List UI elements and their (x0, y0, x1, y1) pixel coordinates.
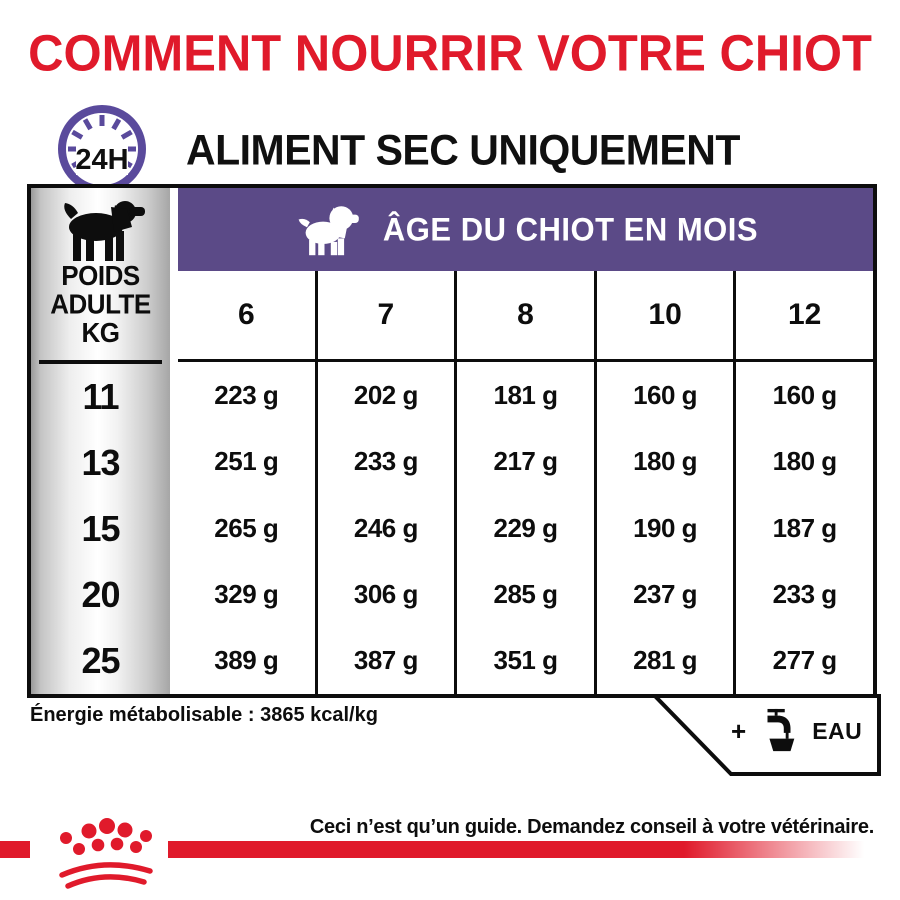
month-header: 6 (237, 298, 255, 331)
ration-cell: 160 g (633, 379, 698, 410)
page-title: COMMENT NOURRIR VOTRE CHIOT (28, 25, 872, 83)
ration-cell: 181 g (493, 379, 558, 410)
weight-values: 11 13 15 20 25 (31, 364, 170, 694)
adult-dog-icon (49, 188, 153, 264)
ration-cell: 389 g (214, 645, 279, 676)
month-column-12: 12 160 g 180 g 187 g 233 g 277 g (733, 271, 873, 694)
ration-cell: 190 g (633, 512, 698, 543)
clock-24h-label: 24H (75, 144, 128, 176)
adult-weight-column-header: POIDS ADULTE KG (31, 188, 170, 358)
ration-cell: 229 g (493, 512, 558, 543)
ration-cell: 160 g (772, 379, 837, 410)
adult-weight-column: POIDS ADULTE KG 11 13 15 20 25 (31, 188, 170, 694)
water-callout-content: + EAU (731, 708, 862, 754)
month-header: 10 (648, 298, 682, 331)
ration-cell: 233 g (772, 578, 837, 609)
ration-cell: 187 g (772, 512, 837, 543)
month-header: 7 (377, 298, 395, 331)
month-header: 12 (787, 298, 822, 331)
ration-cell: 180 g (633, 446, 698, 477)
ration-cell: 202 g (353, 379, 418, 410)
weight-header-divider (39, 360, 162, 364)
metabolizable-energy-note: Énergie métabolisable : 3865 kcal/kg (30, 704, 378, 726)
month-column-7: 7 202 g 233 g 246 g 306 g 387 g (314, 271, 455, 694)
ration-cell: 217 g (493, 446, 558, 477)
red-accent-bar (0, 841, 900, 858)
age-header-label: ÂGE DU CHIOT EN MOIS (382, 210, 759, 248)
ration-cell: 251 g (214, 446, 279, 477)
feeding-table: POIDS ADULTE KG 11 13 15 20 25 (27, 184, 877, 698)
weight-row-label: 13 (81, 442, 120, 483)
puppy-icon (298, 205, 359, 255)
vet-advice-note: Ceci n’est qu’un guide. Demandez conseil… (309, 816, 874, 838)
month-column-8: 8 181 g 217 g 229 g 285 g 351 g (454, 271, 594, 694)
month-divider (457, 359, 594, 362)
month-divider (736, 359, 873, 362)
month-column-10: 10 160 g 180 g 190 g 237 g 281 g (593, 271, 734, 694)
weight-row-label: 25 (81, 640, 120, 681)
water-label: EAU (812, 717, 863, 744)
ration-cell: 285 g (493, 578, 558, 609)
ration-cell: 246 g (353, 512, 418, 543)
month-divider (596, 359, 734, 362)
royal-canin-crown-logo (59, 818, 153, 889)
ration-cell: 265 g (214, 512, 279, 543)
ration-cell: 277 g (772, 645, 837, 676)
age-header-band: ÂGE DU CHIOT EN MOIS (178, 188, 873, 271)
month-header: 8 (517, 298, 534, 331)
ration-cell: 306 g (353, 578, 418, 609)
ration-cell: 223 g (214, 379, 279, 410)
dry-food-heading: ALIMENT SEC UNIQUEMENT (186, 125, 740, 175)
ration-cell: 281 g (633, 645, 698, 676)
month-divider (317, 359, 455, 362)
month-divider (178, 359, 315, 362)
weight-row-label: 11 (82, 376, 119, 417)
month-columns: 6 223 g 251 g 265 g 329 g 389 g 7 202 g … (178, 271, 873, 694)
24h-clock-icon: 24H (58, 105, 146, 193)
water-callout: + EAU (650, 694, 881, 776)
ration-cell: 233 g (353, 446, 418, 477)
weight-row-label: 15 (81, 508, 120, 549)
age-columns: ÂGE DU CHIOT EN MOIS 6 223 g 251 g 265 g… (178, 188, 873, 694)
weight-row-label: 20 (81, 574, 120, 615)
water-tap-icon (767, 708, 795, 752)
ration-cell: 329 g (214, 578, 279, 609)
ration-cell: 351 g (493, 645, 558, 676)
ration-cell: 237 g (633, 578, 698, 609)
ration-cell: 180 g (772, 446, 837, 477)
month-column-6: 6 223 g 251 g 265 g 329 g 389 g (178, 271, 315, 694)
ration-cell: 387 g (353, 645, 418, 676)
adult-weight-header-text: POIDS ADULTE KG (50, 259, 151, 349)
plus-sign: + (731, 715, 747, 746)
